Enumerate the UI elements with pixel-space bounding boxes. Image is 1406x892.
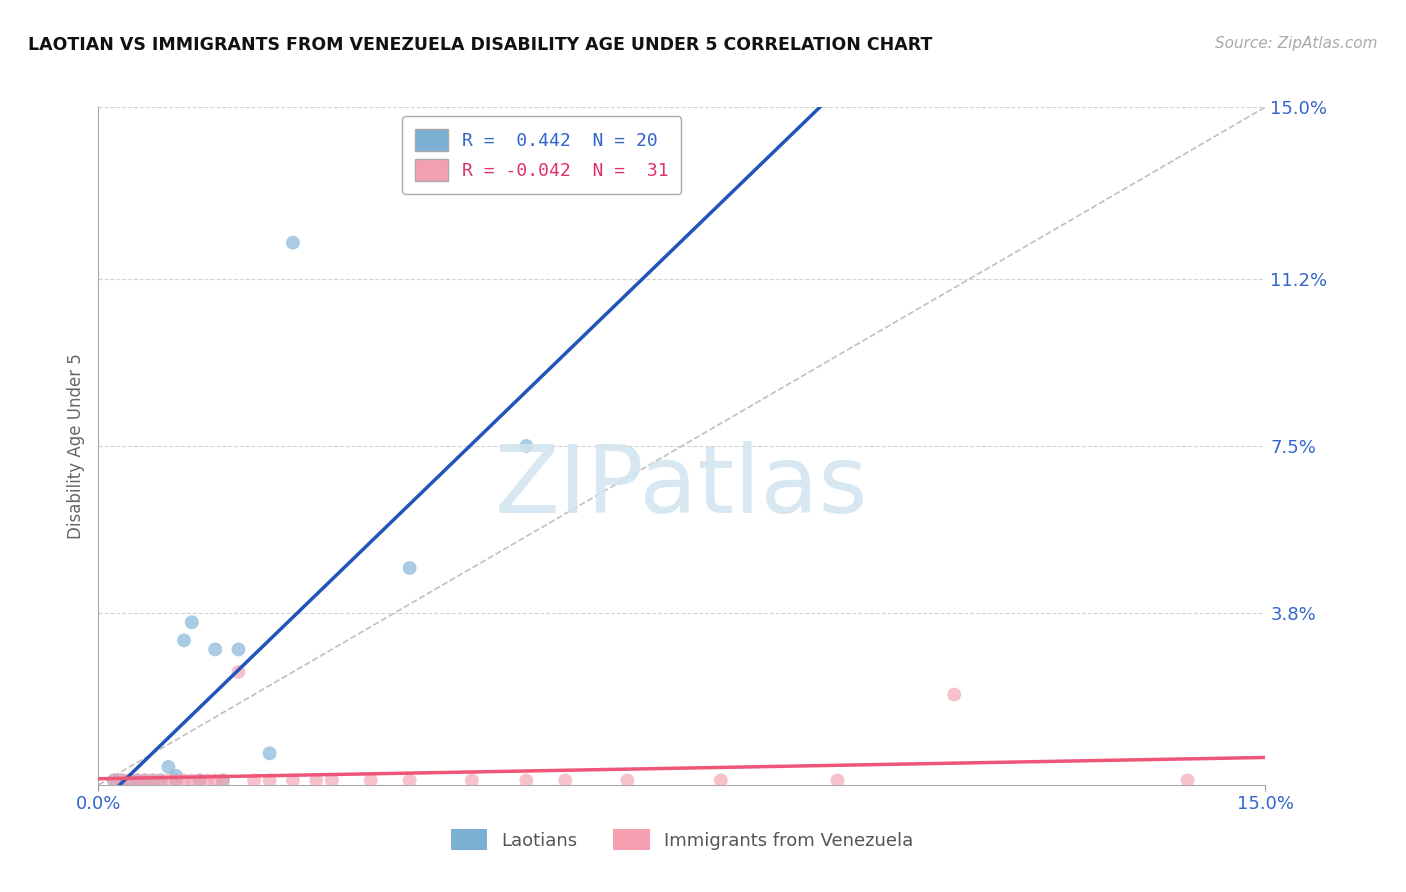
Point	[142, 773, 165, 788]
Point	[212, 773, 235, 788]
Point	[188, 773, 211, 788]
Point	[134, 773, 156, 788]
Text: LAOTIAN VS IMMIGRANTS FROM VENEZUELA DISABILITY AGE UNDER 5 CORRELATION CHART: LAOTIAN VS IMMIGRANTS FROM VENEZUELA DIS…	[28, 36, 932, 54]
Point	[127, 773, 149, 788]
Legend: Laotians, Immigrants from Venezuela: Laotians, Immigrants from Venezuela	[443, 822, 921, 857]
Y-axis label: Disability Age Under 5: Disability Age Under 5	[66, 353, 84, 539]
Point	[204, 773, 226, 788]
Point	[259, 747, 281, 761]
Point	[142, 773, 165, 788]
Point	[943, 688, 966, 702]
Point	[103, 773, 125, 788]
Point	[212, 773, 235, 788]
Point	[243, 773, 266, 788]
Point	[103, 773, 125, 788]
Point	[111, 773, 134, 788]
Point	[149, 773, 172, 788]
Point	[173, 633, 195, 648]
Point	[180, 615, 202, 630]
Point	[321, 773, 343, 788]
Point	[305, 773, 328, 788]
Point	[195, 773, 218, 788]
Point	[204, 642, 226, 657]
Point	[827, 773, 849, 788]
Point	[165, 773, 187, 788]
Point	[127, 773, 149, 788]
Point	[228, 642, 250, 657]
Point	[398, 561, 420, 575]
Point	[134, 773, 156, 788]
Point	[515, 439, 537, 453]
Point	[157, 760, 180, 774]
Point	[360, 773, 382, 788]
Point	[1177, 773, 1199, 788]
Point	[554, 773, 576, 788]
Point	[515, 773, 537, 788]
Point	[111, 773, 134, 788]
Text: ZIPatlas: ZIPatlas	[495, 441, 869, 533]
Point	[180, 773, 202, 788]
Point	[173, 773, 195, 788]
Point	[165, 773, 187, 788]
Point	[461, 773, 484, 788]
Point	[281, 773, 304, 788]
Point	[118, 773, 141, 788]
Point	[710, 773, 733, 788]
Point	[118, 773, 141, 788]
Point	[228, 665, 250, 679]
Point	[259, 773, 281, 788]
Point	[398, 773, 420, 788]
Point	[165, 769, 187, 783]
Point	[616, 773, 638, 788]
Text: Source: ZipAtlas.com: Source: ZipAtlas.com	[1215, 36, 1378, 51]
Point	[188, 773, 211, 788]
Point	[149, 773, 172, 788]
Point	[157, 773, 180, 788]
Point	[281, 235, 304, 250]
